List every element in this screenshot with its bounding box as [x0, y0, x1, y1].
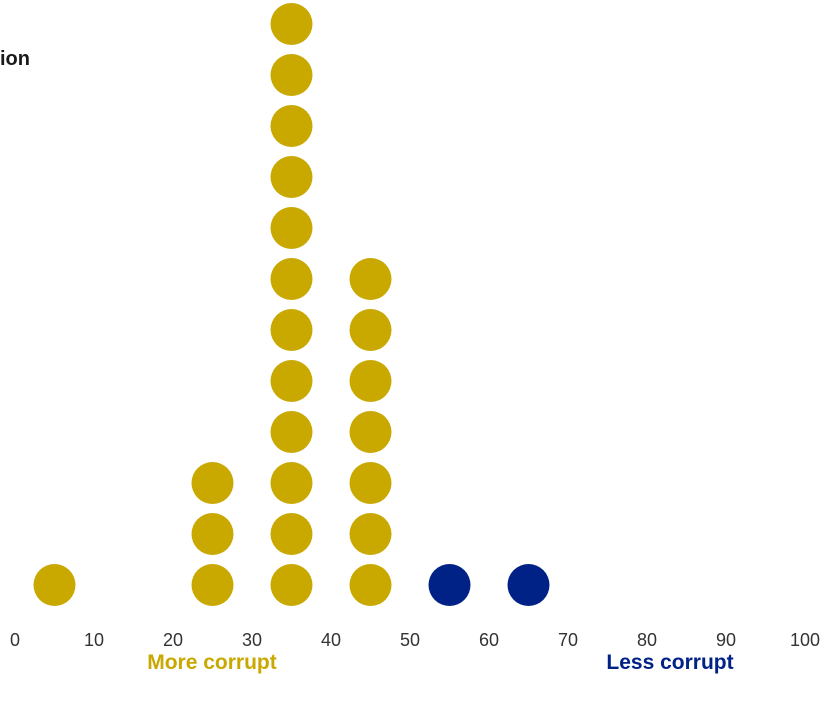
x-tick-label-60: 60 [479, 630, 499, 650]
dot-more-corrupt-x5-1 [33, 564, 76, 606]
x-tick-label-30: 30 [242, 630, 262, 650]
dot-more-corrupt-x45-3 [349, 462, 392, 504]
dot-more-corrupt-x35-6 [270, 309, 313, 351]
dot-more-corrupt-x35-12 [270, 3, 313, 45]
dot-less-corrupt-x55-1 [428, 564, 471, 606]
dot-more-corrupt-x35-11 [270, 54, 313, 96]
dot-more-corrupt-x35-4 [270, 411, 313, 453]
dot-more-corrupt-x25-1 [191, 564, 234, 606]
x-tick-label-40: 40 [321, 630, 341, 650]
dot-more-corrupt-x35-7 [270, 258, 313, 300]
x-tick-label-100: 100 [790, 630, 820, 650]
x-axis-ticks: 0 10 20 30 40 50 60 70 80 90 100 [10, 630, 820, 650]
x-tick-label-70: 70 [558, 630, 578, 650]
x-tick-label-90: 90 [716, 630, 736, 650]
dot-more-corrupt-x45-2 [349, 513, 392, 555]
x-tick-label-50: 50 [400, 630, 420, 650]
dot-more-corrupt-x35-1 [270, 564, 313, 606]
dot-more-corrupt-x35-5 [270, 360, 313, 402]
chart-title: ion [0, 48, 30, 70]
dot-more-corrupt-x25-2 [191, 513, 234, 555]
dot-less-corrupt-x65-1 [507, 564, 550, 606]
less-corrupt-label: Less corrupt [606, 651, 733, 674]
dot-more-corrupt-x35-3 [270, 462, 313, 504]
dot-more-corrupt-x45-1 [349, 564, 392, 606]
dot-more-corrupt-x35-10 [270, 105, 313, 147]
dot-more-corrupt-x45-7 [349, 258, 392, 300]
x-tick-label-0: 0 [10, 630, 20, 650]
dot-more-corrupt-x45-5 [349, 360, 392, 402]
dot-more-corrupt-x45-6 [349, 309, 392, 351]
x-tick-label-10: 10 [84, 630, 104, 650]
dot-more-corrupt-x25-3 [191, 462, 234, 504]
x-tick-label-20: 20 [163, 630, 183, 650]
dot-more-corrupt-x35-8 [270, 207, 313, 249]
dot-more-corrupt-x35-2 [270, 513, 313, 555]
dot-more-corrupt-x45-4 [349, 411, 392, 453]
x-tick-label-80: 80 [637, 630, 657, 650]
dots-layer [33, 3, 550, 606]
dot-more-corrupt-x35-9 [270, 156, 313, 198]
more-corrupt-label: More corrupt [147, 651, 277, 674]
